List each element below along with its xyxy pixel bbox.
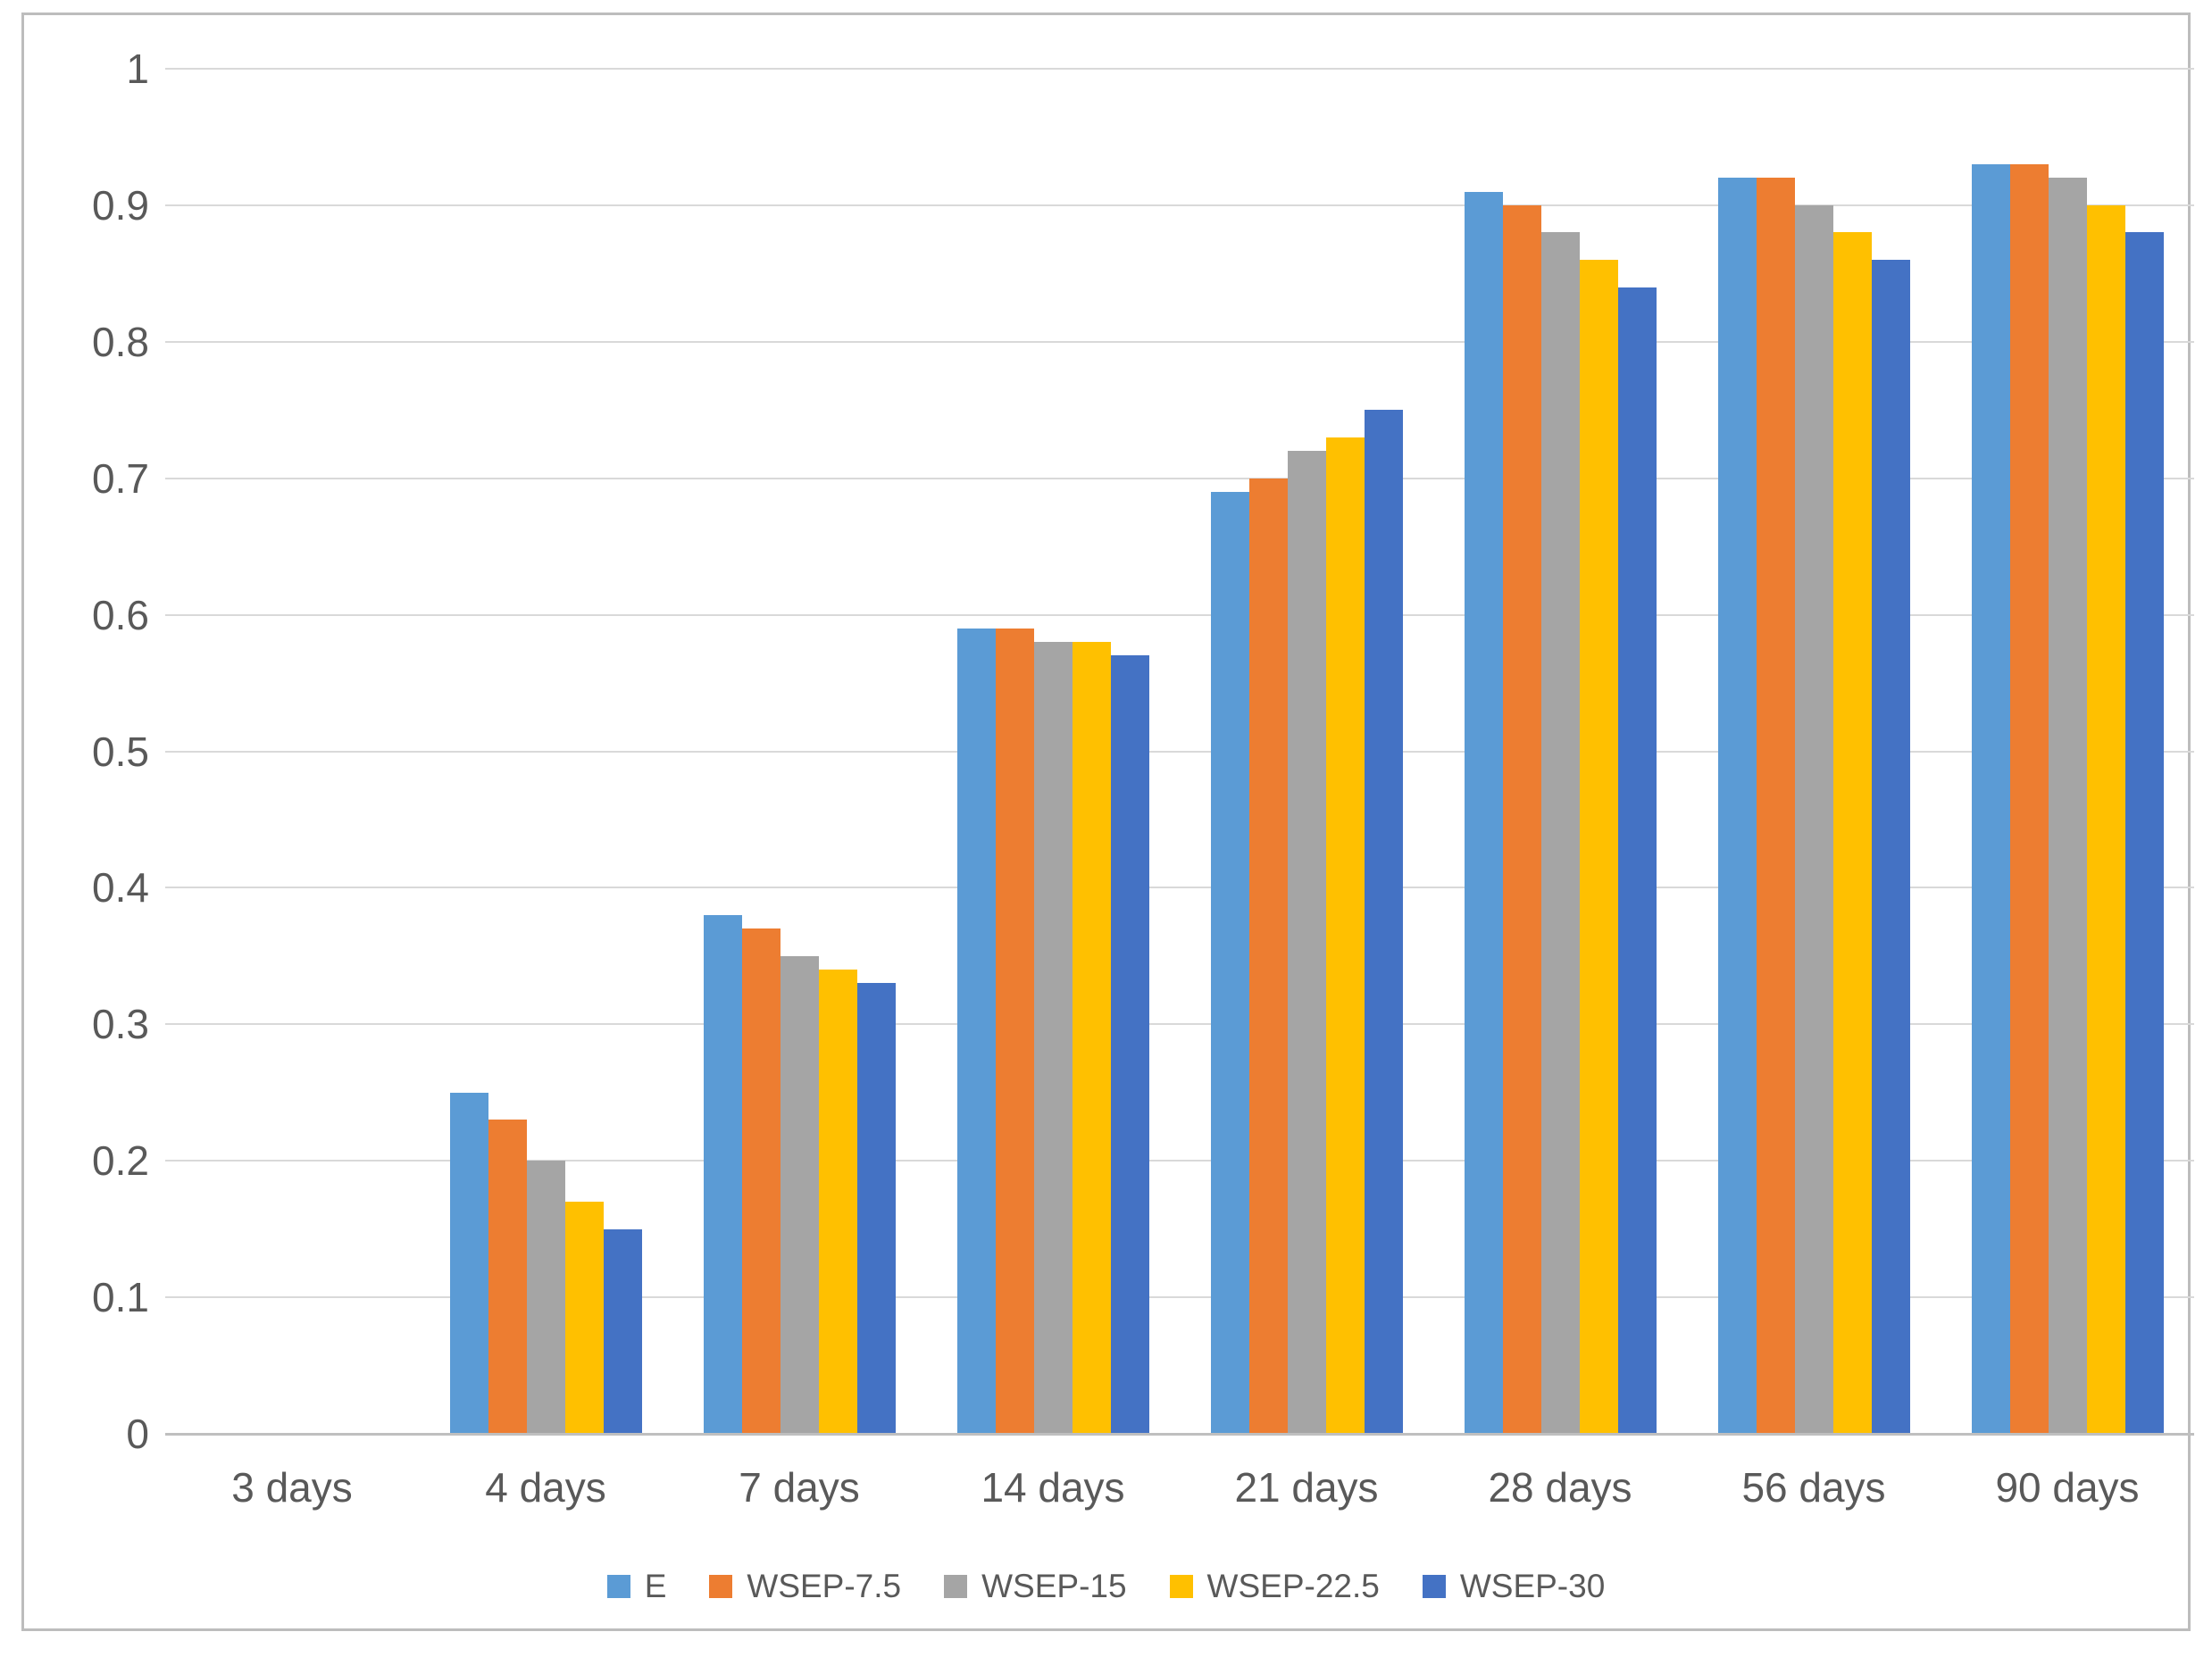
gridline	[165, 1296, 2194, 1299]
bar-E-14-days	[956, 629, 996, 1434]
legend-label: WSEP-22.5	[1206, 1568, 1380, 1604]
bar-WSEP-15-28-days	[1540, 232, 1580, 1434]
bar-group-56-days	[1687, 69, 1941, 1434]
x-tick-label: 56 days	[1741, 1464, 1886, 1511]
bar-WSEP-7.5-90-days	[2009, 164, 2049, 1434]
chart-figure-border: 1 0.9 0.8 0.7 0.6 0.5 0.4 0.3 0.2 0.1 0 3 days 4 da…	[21, 12, 2194, 1631]
y-tick-label: 0.5	[92, 728, 149, 775]
bar-WSEP-22.5-21-days	[1325, 437, 1365, 1434]
legend-label: WSEP-15	[981, 1568, 1127, 1604]
legend-item-E: E	[606, 1568, 667, 1604]
y-tick-label: 0.8	[92, 318, 149, 365]
bar-WSEP-30-28-days	[1617, 287, 1657, 1434]
bar-E-7-days	[703, 915, 742, 1434]
bar-WSEP-15-56-days	[1794, 205, 1833, 1434]
legend-swatch-icon	[1422, 1575, 1446, 1598]
y-tick-label: 0.7	[92, 454, 149, 502]
legend-swatch-icon	[1169, 1575, 1193, 1598]
bar-E-4-days	[449, 1093, 488, 1434]
gridline	[165, 750, 2194, 753]
legend-label: WSEP-7.5	[747, 1568, 902, 1604]
bar-group-7-days	[672, 69, 926, 1434]
bar-E-56-days	[1717, 178, 1757, 1434]
bar-E-21-days	[1210, 492, 1249, 1434]
x-tick-label: 14 days	[981, 1464, 1125, 1511]
bar-group-90-days	[1941, 69, 2194, 1434]
gridline	[165, 887, 2194, 889]
gridline	[165, 204, 2194, 206]
bar-WSEP-7.5-21-days	[1248, 479, 1288, 1434]
gridline	[165, 1023, 2194, 1026]
legend-swatch-icon	[606, 1575, 630, 1598]
bar-WSEP-15-14-days	[1033, 642, 1073, 1434]
bar-WSEP-15-90-days	[2048, 178, 2087, 1434]
y-tick-label: 0.1	[92, 1274, 149, 1321]
bar-group-4-days	[419, 69, 672, 1434]
x-axis-line	[165, 1433, 2194, 1436]
bar-WSEP-7.5-56-days	[1756, 178, 1795, 1434]
bar-E-90-days	[1971, 164, 2010, 1434]
bar-WSEP-7.5-14-days	[995, 629, 1034, 1434]
gridline	[165, 340, 2194, 343]
bar-WSEP-30-90-days	[2124, 232, 2164, 1434]
bar-WSEP-7.5-4-days	[488, 1120, 527, 1434]
legend-item-WSEP-22.5: WSEP-22.5	[1169, 1568, 1380, 1604]
gridline	[165, 613, 2194, 616]
x-tick-label: 28 days	[1488, 1464, 1632, 1511]
bar-WSEP-22.5-56-days	[1832, 232, 1872, 1434]
bar-group-14-days	[926, 69, 1180, 1434]
bar-WSEP-30-14-days	[1110, 655, 1149, 1434]
bar-WSEP-7.5-7-days	[741, 928, 780, 1434]
bar-WSEP-22.5-7-days	[818, 970, 857, 1434]
legend-swatch-icon	[944, 1575, 968, 1598]
bar-group-3-days	[165, 69, 419, 1434]
gridline	[165, 477, 2194, 479]
bar-WSEP-15-4-days	[526, 1161, 565, 1434]
legend-item-WSEP-30: WSEP-30	[1422, 1568, 1606, 1604]
bar-WSEP-30-4-days	[603, 1229, 642, 1434]
bar-WSEP-22.5-90-days	[2086, 205, 2125, 1434]
gridline	[165, 68, 2194, 70]
bar-WSEP-15-21-days	[1287, 451, 1326, 1434]
gridline	[165, 1160, 2194, 1162]
legend-item-WSEP-7.5: WSEP-7.5	[709, 1569, 901, 1604]
bar-WSEP-7.5-28-days	[1502, 205, 1541, 1434]
bar-WSEP-22.5-4-days	[564, 1202, 604, 1434]
bar-group-21-days	[1180, 69, 1433, 1434]
chart-legend: E WSEP-7.5 WSEP-15 WSEP-22.5 WSEP-30	[24, 1569, 2188, 1604]
x-tick-label: 3 days	[231, 1464, 353, 1511]
bar-WSEP-30-56-days	[1871, 260, 1910, 1434]
legend-swatch-icon	[709, 1575, 733, 1598]
y-axis-tick-labels: 1 0.9 0.8 0.7 0.6 0.5 0.4 0.3 0.2 0.1 0	[42, 48, 149, 1454]
legend-label: E	[644, 1568, 667, 1604]
bar-E-28-days	[1464, 192, 1503, 1434]
y-tick-label: 0.4	[92, 864, 149, 912]
y-tick-label: 0.6	[92, 591, 149, 638]
y-tick-label: 0	[126, 1411, 149, 1457]
bar-WSEP-22.5-14-days	[1072, 642, 1111, 1434]
y-tick-label: 1	[126, 46, 149, 92]
y-tick-label: 0.2	[92, 1137, 149, 1185]
x-tick-label: 21 days	[1234, 1464, 1379, 1511]
bar-WSEP-15-7-days	[780, 956, 819, 1434]
plot-area	[165, 68, 2194, 1434]
y-tick-label: 0.9	[92, 181, 149, 229]
bar-WSEP-30-21-days	[1364, 410, 1403, 1434]
x-tick-label: 90 days	[1995, 1464, 2140, 1511]
bar-group-28-days	[1433, 69, 1687, 1434]
y-tick-label: 0.3	[92, 1001, 149, 1048]
bar-WSEP-30-7-days	[856, 983, 896, 1434]
legend-label: WSEP-30	[1459, 1568, 1606, 1604]
legend-item-WSEP-15: WSEP-15	[944, 1568, 1127, 1604]
bar-WSEP-22.5-28-days	[1579, 260, 1618, 1434]
x-tick-label: 4 days	[485, 1464, 606, 1511]
x-tick-label: 7 days	[739, 1464, 860, 1511]
